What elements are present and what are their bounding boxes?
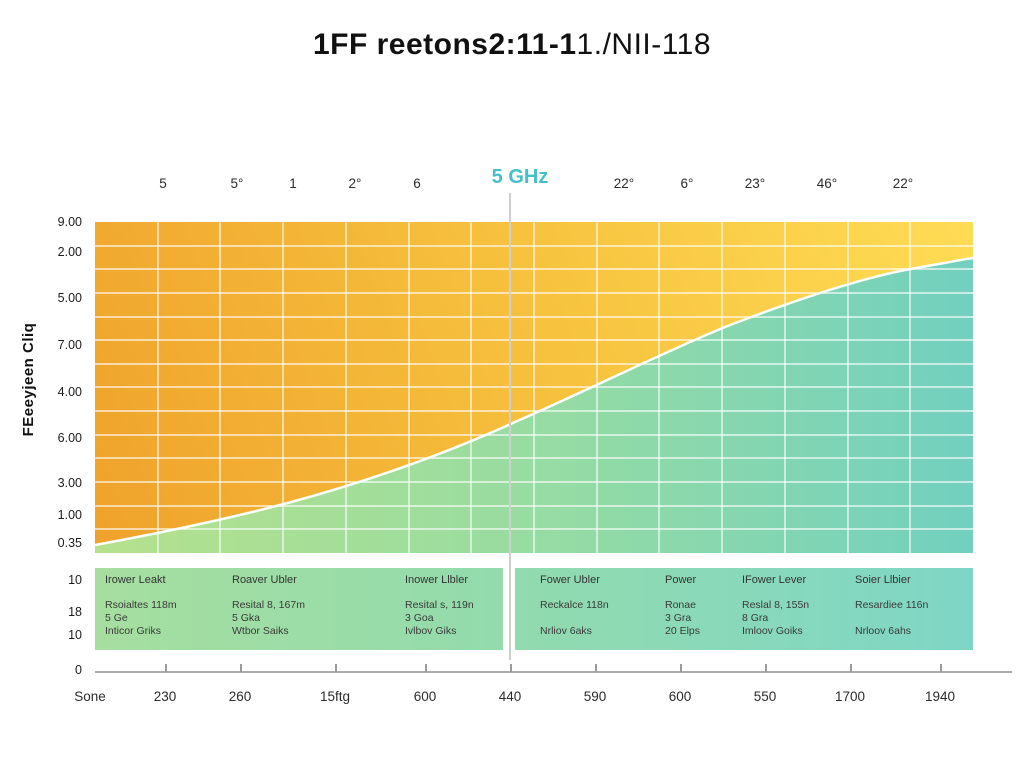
y-axis-tick-label: 5.00 bbox=[57, 291, 82, 305]
y-axis-tick-label: 9.00 bbox=[57, 215, 82, 229]
x-axis-tick-label: 550 bbox=[753, 689, 777, 704]
x-axis-tick-label: 440 bbox=[498, 689, 522, 704]
y-axis-tick-label: 3.00 bbox=[57, 476, 82, 490]
gridlines bbox=[95, 222, 973, 553]
legend-header: Inower Llbler bbox=[405, 574, 468, 586]
x-axis-tick-label: 600 bbox=[668, 689, 692, 704]
x-axis-tick-label: 590 bbox=[583, 689, 607, 704]
legend-line: 20 Elps bbox=[665, 625, 701, 637]
y-axis-tick-label: 4.00 bbox=[57, 385, 82, 399]
legend-header: Roaver Ubler bbox=[232, 574, 297, 586]
legend-header: Soier Llbier bbox=[855, 574, 911, 586]
legend-header: Power bbox=[665, 574, 697, 586]
top-axis-label: 23° bbox=[744, 176, 766, 191]
x-axis-tick bbox=[510, 664, 512, 672]
frequency-marker-line bbox=[509, 193, 511, 660]
legend-line: Imloov Goiks bbox=[742, 625, 803, 637]
legend-line: 3 Gra bbox=[665, 612, 692, 624]
legend-header: IFower Lever bbox=[742, 574, 807, 586]
x-axis-tick-label: 260 bbox=[228, 689, 252, 704]
legend-line: Rsoialtes 118m bbox=[105, 599, 177, 611]
legend-line: 3 Goa bbox=[405, 612, 434, 624]
legend-header: Fower Ubler bbox=[540, 574, 600, 586]
x-axis-tick bbox=[680, 664, 682, 672]
x-axis-tick-label: 1940 bbox=[924, 689, 956, 704]
top-axis-label: 22° bbox=[892, 176, 914, 191]
chart-canvas bbox=[95, 222, 973, 553]
x-axis-line bbox=[95, 671, 1012, 673]
y-axis-tick-label: 10 bbox=[68, 628, 82, 642]
legend-line: 5 Ge bbox=[105, 612, 128, 624]
legend-line: Ronae bbox=[665, 599, 696, 611]
x-axis-tick-label: Sone bbox=[74, 689, 106, 704]
y-axis-tick-label: 10 bbox=[68, 573, 82, 587]
frequency-marker-label: 5 GHz bbox=[491, 166, 549, 188]
y-axis-tick-label: 6.00 bbox=[57, 431, 82, 445]
x-axis-tick bbox=[940, 664, 942, 672]
legend-line: Ivlbov Giks bbox=[405, 625, 457, 637]
legend-line: Nrliov 6aks bbox=[540, 625, 592, 637]
x-axis-tick bbox=[425, 664, 427, 672]
legend-line: Wtbor Saiks bbox=[232, 625, 289, 637]
top-axis-label: 2° bbox=[348, 176, 362, 191]
top-axis-label: 6° bbox=[680, 176, 694, 191]
legend-line: Resardiee 116n bbox=[855, 599, 929, 611]
chart-plot-area bbox=[95, 222, 973, 553]
legend-table: Irower Leakt Rsoialtes 118m 5 Ge Inticor… bbox=[95, 568, 973, 650]
top-axis-label: 5° bbox=[230, 176, 244, 191]
x-axis-tick bbox=[765, 664, 767, 672]
y-axis-tick-label: 0.35 bbox=[57, 536, 82, 550]
legend-line: Resital 8, 167m bbox=[232, 599, 305, 611]
x-axis-tick-label: 600 bbox=[413, 689, 437, 704]
top-axis-label: 5 bbox=[159, 176, 167, 191]
page-title-bold: 1FF reetons2:11-1 bbox=[312, 28, 577, 61]
legend-line: Resital s, 119n bbox=[405, 599, 474, 611]
y-axis-tick-label: 1.00 bbox=[57, 508, 82, 522]
y-axis-tick-label: 0 bbox=[75, 663, 82, 677]
x-axis-tick-label: 1700 bbox=[834, 689, 866, 704]
x-axis-tick bbox=[595, 664, 597, 672]
legend-line: Reckalce 118n bbox=[540, 599, 609, 611]
legend-line: Nrloov 6ahs bbox=[855, 625, 912, 637]
top-axis-label: 22° bbox=[613, 176, 635, 191]
y-axis-tick-label: 18 bbox=[68, 605, 82, 619]
top-axis-label: 1 bbox=[289, 176, 297, 191]
y-axis-tick-label: 2.00 bbox=[57, 245, 82, 259]
legend-line: 8 Gra bbox=[742, 612, 769, 624]
x-axis-tick bbox=[165, 664, 167, 672]
x-axis-tick-label: 230 bbox=[153, 689, 177, 704]
top-axis-label: 6 bbox=[413, 176, 421, 191]
page-title-rest: 1./NII-118 bbox=[576, 28, 712, 61]
x-axis-tick bbox=[850, 664, 852, 672]
area-below-curve bbox=[95, 258, 973, 553]
legend-line: 5 Gka bbox=[232, 612, 261, 624]
legend-line: Inticor Griks bbox=[105, 625, 162, 637]
x-axis-tick bbox=[335, 664, 337, 672]
y-axis-tick-label: 7.00 bbox=[57, 338, 82, 352]
legend-line: Reslal 8, 155n bbox=[742, 599, 810, 611]
legend-header: Irower Leakt bbox=[105, 574, 166, 586]
x-axis-tick bbox=[240, 664, 242, 672]
page-title: 1FF reetons2:11-11./NII-118 bbox=[0, 28, 1024, 62]
top-axis-label: 46° bbox=[816, 176, 838, 191]
x-axis-tick-label: 15ftg bbox=[319, 689, 351, 704]
boundary-curve bbox=[95, 256, 973, 547]
